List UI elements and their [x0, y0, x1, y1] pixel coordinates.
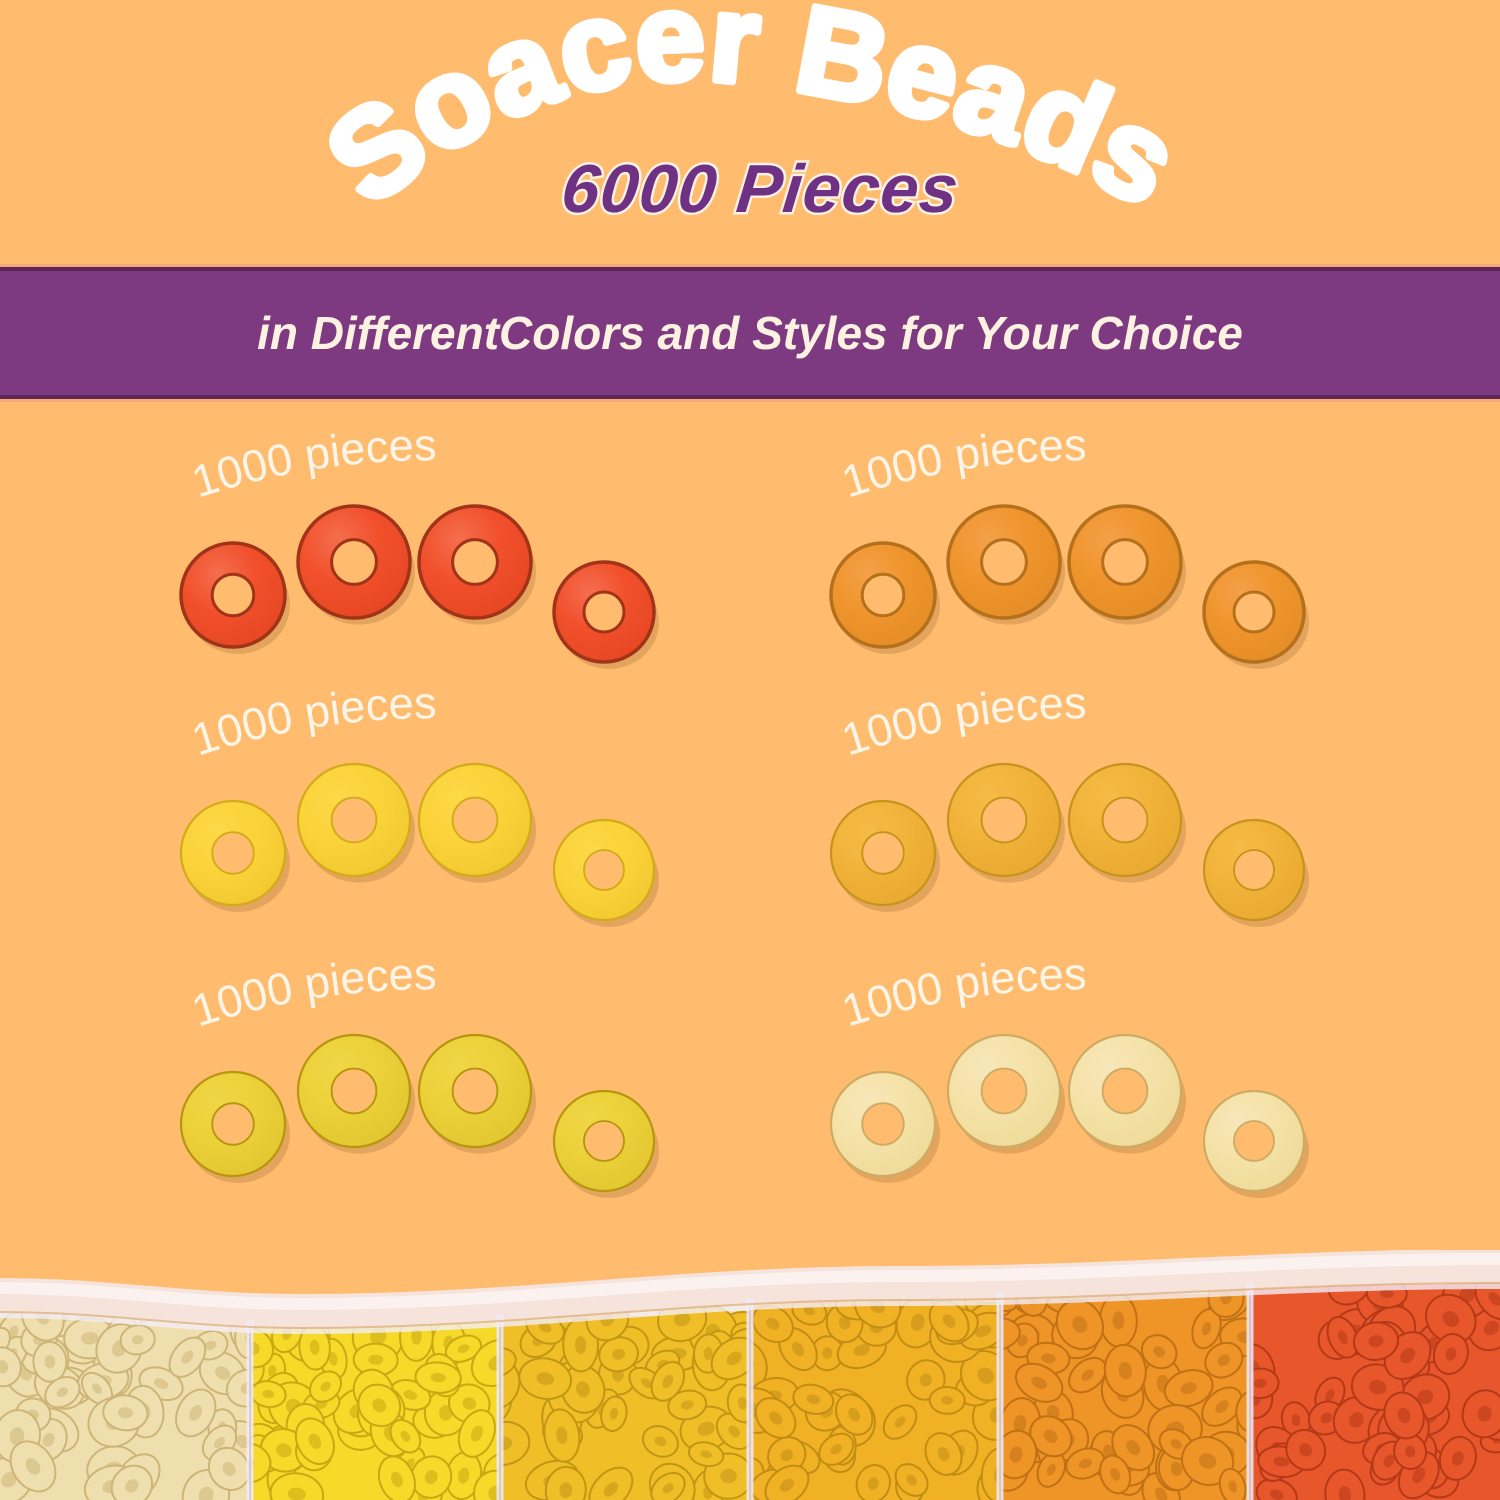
svg-text:1000 pieces: 1000 pieces	[836, 419, 1087, 507]
svg-text:1000 pieces: 1000 pieces	[836, 677, 1087, 765]
svg-text:1000 pieces: 1000 pieces	[186, 419, 437, 507]
svg-text:1000 pieces: 1000 pieces	[836, 948, 1087, 1036]
svg-text:1000 pieces: 1000 pieces	[186, 948, 437, 1036]
svg-text:1000 pieces: 1000 pieces	[186, 677, 437, 765]
